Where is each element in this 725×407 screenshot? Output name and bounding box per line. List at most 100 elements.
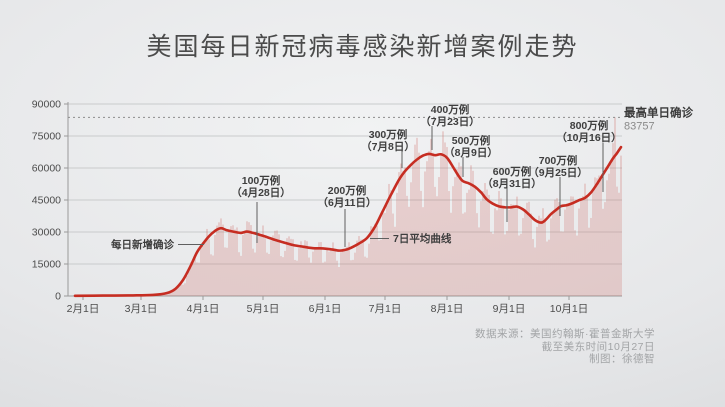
daily-bar <box>252 248 254 296</box>
daily-bar <box>576 235 578 296</box>
daily-bar <box>348 242 350 296</box>
daily-bar <box>424 171 426 296</box>
daily-bar <box>464 212 466 296</box>
daily-bar <box>546 241 548 296</box>
daily-bar <box>588 227 590 296</box>
daily-bar <box>434 186 436 296</box>
daily-bar <box>284 250 286 296</box>
daily-bar <box>472 170 474 296</box>
daily-bar <box>580 199 582 296</box>
daily-bar <box>394 226 396 296</box>
daily-bar <box>494 208 496 296</box>
daily-bar <box>238 252 240 296</box>
daily-bar <box>568 204 570 296</box>
daily-bar <box>586 195 588 296</box>
daily-bar <box>356 240 358 296</box>
daily-bar <box>228 230 230 296</box>
daily-bar <box>410 182 412 296</box>
seven-day-average-line <box>73 145 623 298</box>
daily-bar <box>312 251 314 296</box>
daily-bar <box>554 199 556 296</box>
daily-bar <box>352 259 354 296</box>
daily-bar <box>512 204 514 296</box>
milestone-label: 500万例 <box>452 134 491 147</box>
daily-bar <box>214 235 216 296</box>
daily-bar <box>490 232 492 296</box>
daily-bar <box>316 248 318 296</box>
milestone-annotation: 800万例（10月16日） <box>556 119 622 192</box>
daily-bar <box>620 155 622 296</box>
daily-bar <box>328 251 330 296</box>
milestone-label: 800万例 <box>570 119 609 132</box>
daily-bar <box>466 192 468 296</box>
daily-bar <box>524 209 526 296</box>
daily-bar <box>178 284 180 296</box>
daily-bar <box>400 163 402 296</box>
daily-bar <box>268 253 270 296</box>
daily-bar <box>452 186 454 296</box>
daily-bar <box>538 215 540 296</box>
daily-bar <box>248 222 250 296</box>
daily-bar <box>562 231 564 296</box>
daily-bar <box>520 233 522 296</box>
daily-bar <box>468 189 470 296</box>
daily-bar <box>602 208 604 296</box>
daily-bar <box>610 162 612 296</box>
daily-bar <box>474 186 476 296</box>
daily-bar <box>354 252 356 296</box>
milestone-annotation: 500万例（8月9日） <box>444 134 498 177</box>
daily-bar <box>498 191 500 296</box>
daily-bar <box>336 260 338 296</box>
daily-bar <box>264 238 266 296</box>
daily-bar <box>438 177 440 296</box>
daily-bar <box>194 254 196 296</box>
daily-bar <box>484 183 486 296</box>
daily-bar <box>414 144 416 296</box>
daily-bar <box>326 248 328 296</box>
daily-bar <box>270 240 272 296</box>
daily-bar <box>266 252 268 296</box>
daily-bar <box>192 259 194 296</box>
daily-bar <box>278 234 280 296</box>
milestone-date: （8月9日） <box>444 146 498 159</box>
daily-bar <box>422 207 424 296</box>
daily-bar <box>384 212 386 296</box>
daily-bar <box>522 218 524 296</box>
daily-bar <box>550 218 552 296</box>
daily-bar <box>366 257 368 296</box>
data-source-line: 数据来源：美国约翰斯·霍普金斯大学 <box>475 328 655 340</box>
daily-bar <box>330 250 332 296</box>
daily-bar <box>470 165 472 296</box>
daily-bar <box>180 282 182 296</box>
daily-bar <box>396 192 398 296</box>
daily-bar <box>612 143 614 296</box>
daily-bar <box>222 224 224 296</box>
daily-bar <box>596 178 598 296</box>
daily-bar <box>476 213 478 296</box>
daily-bar <box>198 262 200 296</box>
daily-bar <box>380 239 382 296</box>
max-daily-label: 最高单日确诊 <box>624 105 693 119</box>
milestone-date: （10月16日） <box>556 131 621 144</box>
daily-bar <box>508 209 510 296</box>
daily-bar <box>186 275 188 296</box>
daily-bar <box>558 202 560 296</box>
daily-bar <box>224 247 226 296</box>
daily-bar <box>368 243 370 296</box>
daily-bar <box>342 248 344 296</box>
daily-bar <box>204 241 206 296</box>
daily-bar <box>420 190 422 296</box>
daily-bar <box>364 256 366 296</box>
y-axis-label: 90000 <box>32 99 61 111</box>
line-series-label: 7日平均曲线 <box>393 232 452 245</box>
daily-bar <box>532 239 534 296</box>
daily-bar <box>492 233 494 296</box>
milestone-label: 700万例 <box>539 154 578 167</box>
daily-bar <box>436 196 438 296</box>
daily-bar <box>288 236 290 296</box>
daily-bar <box>314 247 316 296</box>
daily-bar <box>604 202 606 296</box>
daily-bar <box>220 218 222 296</box>
as-of-date-line: 截至美东时间10月27日 <box>541 340 655 353</box>
